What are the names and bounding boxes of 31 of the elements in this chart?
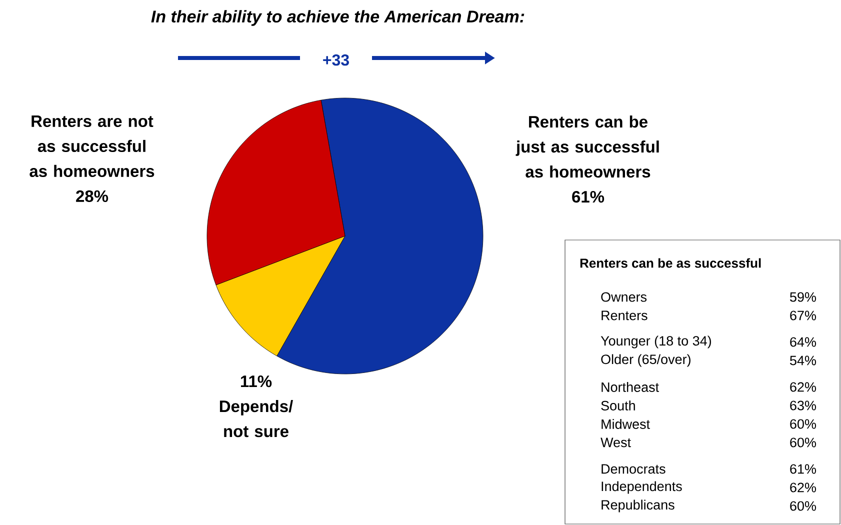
text: 62%: [790, 482, 816, 492]
text: South: [601, 400, 635, 410]
text: Northeast: [602, 382, 659, 392]
slice-label: Renters are not as successful as homeowners: [30, 116, 154, 178]
data-label: 28%: [76, 190, 108, 202]
text: Democrats: [602, 464, 666, 474]
text: Republicans: [602, 500, 674, 512]
text: 67%: [790, 310, 816, 320]
text: Younger (18 to 34): [600, 336, 712, 348]
text: Older (65/over): [601, 354, 690, 367]
text: Independents: [602, 481, 682, 494]
data-label: 61%: [572, 190, 604, 203]
text: Renters can be as successful: [580, 258, 761, 268]
text: 60%: [790, 438, 816, 448]
text: 60%: [790, 419, 816, 429]
text: 54%: [790, 356, 816, 366]
text: Renters: [602, 310, 648, 320]
text: 60%: [790, 501, 816, 511]
slice-label: Depends/ not sure: [220, 400, 293, 438]
text: 59%: [790, 292, 816, 302]
data-label: 11%: [240, 376, 272, 388]
text: Midwest: [602, 419, 650, 429]
text: 62%: [790, 382, 816, 392]
text: +33: [323, 54, 349, 66]
text: Owners: [601, 292, 647, 302]
text: 64%: [790, 337, 816, 347]
slice-label: Renters can be just as successful as homeowners: [516, 116, 659, 178]
text: West: [600, 438, 631, 448]
text: 61%: [790, 464, 816, 474]
chart-title: In their ability to achieve the American Dream:: [151, 10, 524, 26]
text: 63%: [790, 400, 816, 410]
